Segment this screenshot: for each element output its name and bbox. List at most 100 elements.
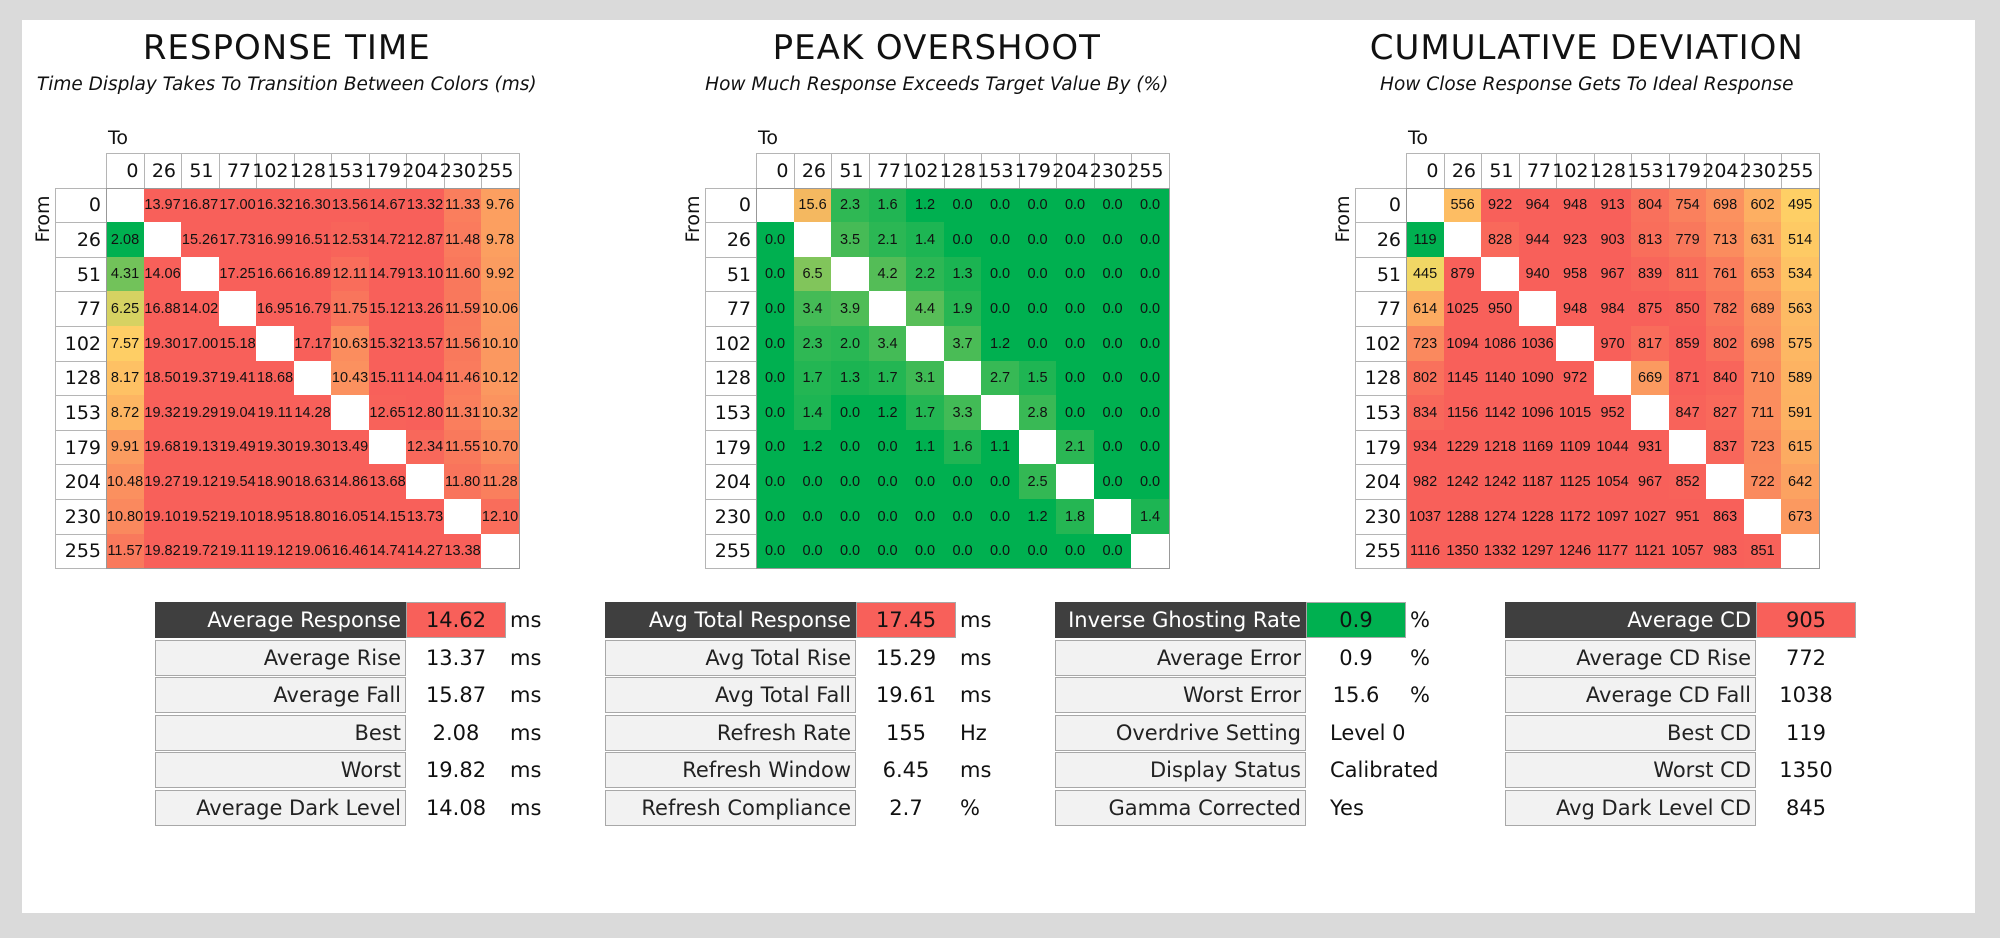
stats-label: Gamma Corrected bbox=[1055, 789, 1306, 826]
stats-unit bbox=[1856, 677, 1920, 713]
row-header: 128 bbox=[55, 360, 107, 397]
stats-row: Inverse Ghosting Rate 0.9% bbox=[1055, 602, 1470, 638]
heatmap-cell: 3.3 bbox=[943, 395, 982, 431]
stats-unit: ms bbox=[960, 758, 992, 782]
heatmap-cell bbox=[368, 429, 407, 465]
heatmap-cell: 698 bbox=[1706, 187, 1745, 223]
row-header: 128 bbox=[1355, 360, 1407, 397]
row-header: 77 bbox=[705, 291, 757, 327]
heatmap-cell: 19.04 bbox=[218, 395, 257, 431]
column-header: 51 bbox=[1481, 153, 1520, 189]
stats-value: 905 bbox=[1756, 602, 1856, 638]
heatmap-cell: 834 bbox=[1406, 395, 1445, 431]
heatmap-cell: 3.4 bbox=[793, 291, 832, 327]
heatmap-cell: 1242 bbox=[1443, 464, 1482, 500]
stats-row: Overdrive Setting Level 0 bbox=[1055, 714, 1520, 751]
heatmap-cell: 18.50 bbox=[143, 360, 182, 396]
column-header: 0 bbox=[1406, 153, 1445, 189]
heatmap-cell: 951 bbox=[1668, 499, 1707, 535]
column-header: 102 bbox=[902, 153, 945, 189]
heatmap-cell bbox=[943, 360, 982, 396]
heatmap-cell: 2.08 bbox=[106, 222, 145, 258]
heatmap-cell: 1.3 bbox=[943, 256, 982, 292]
heatmap-cell: 13.56 bbox=[331, 187, 370, 223]
heatmap-cell bbox=[481, 533, 520, 569]
heatmap-cell: 16.51 bbox=[293, 222, 332, 258]
heatmap-cell: 0.0 bbox=[793, 464, 832, 500]
heatmap-cell: 1.1 bbox=[906, 429, 945, 465]
stats-row: Avg Total Fall 19.61 ms bbox=[605, 677, 1020, 713]
heatmap-cell: 0.0 bbox=[1093, 464, 1132, 500]
heatmap-cell: 0.0 bbox=[868, 533, 907, 569]
heatmap-cell bbox=[256, 326, 295, 362]
heatmap-cell: 1096 bbox=[1518, 395, 1557, 431]
heatmap-cell: 18.68 bbox=[256, 360, 295, 396]
heatmap-cell: 18.90 bbox=[256, 464, 295, 500]
heatmap-matrix: 0 26 51 77 102 128 153 179 204 230 255 0 15.6 2.3 1.6 1… bbox=[705, 153, 1170, 570]
heatmap-cell: 1.4 bbox=[1131, 499, 1170, 535]
heatmap-cell bbox=[443, 499, 482, 535]
heatmap-cell: 0.0 bbox=[831, 533, 870, 569]
heatmap-cell bbox=[831, 256, 870, 292]
heatmap-cell: 13.73 bbox=[406, 499, 445, 535]
heatmap-cell: 0.0 bbox=[1056, 360, 1095, 396]
column-header: 179 bbox=[1015, 153, 1057, 189]
stats-row: Average Error 0.9% bbox=[1055, 639, 1470, 676]
heatmap-cell: 1.3 bbox=[831, 360, 870, 396]
heatmap-cell: 944 bbox=[1518, 222, 1557, 258]
stats-value: 14.08 bbox=[425, 795, 487, 820]
heatmap-cell: 1015 bbox=[1556, 395, 1595, 431]
stats-label: Average Dark Level bbox=[155, 789, 406, 826]
heatmap-cell bbox=[756, 187, 795, 223]
heatmap-cell bbox=[1631, 395, 1670, 431]
heatmap-cell: 1044 bbox=[1593, 429, 1632, 465]
stats-label: Refresh Rate bbox=[605, 714, 856, 751]
heatmap-cell: 19.30 bbox=[293, 429, 332, 465]
stats-unit: ms bbox=[960, 645, 992, 670]
heatmap-cell: 1.4 bbox=[906, 222, 945, 258]
heatmap-cell: 0.0 bbox=[1018, 222, 1057, 258]
heatmap-cell: 15.6 bbox=[793, 187, 832, 223]
heatmap-cell: 972 bbox=[1556, 360, 1595, 396]
heatmap-cell: 948 bbox=[1556, 187, 1595, 223]
heatmap-cell: 1.5 bbox=[1018, 360, 1057, 396]
heatmap-cell: 16.95 bbox=[256, 291, 295, 327]
heatmap-cell: 16.30 bbox=[293, 187, 332, 223]
stats-row: Worst CD 1350 bbox=[1505, 752, 1920, 788]
heatmap-cell: 967 bbox=[1593, 256, 1632, 292]
heatmap-cell bbox=[218, 291, 257, 327]
heatmap-cell: 852 bbox=[1668, 464, 1707, 500]
row-header: 102 bbox=[55, 326, 107, 362]
stats-unit: % bbox=[1410, 608, 1430, 632]
heatmap-cell: 0.0 bbox=[1093, 256, 1132, 292]
heatmap-cell: 0.0 bbox=[1131, 395, 1170, 431]
heatmap-cell: 19.30 bbox=[256, 429, 295, 465]
column-header: 77 bbox=[218, 153, 257, 189]
heatmap-cell: 2.5 bbox=[1018, 464, 1057, 500]
heatmap-cell: 934 bbox=[1406, 429, 1445, 465]
heatmap-cell: 19.29 bbox=[181, 395, 220, 431]
heatmap-cell: 17.00 bbox=[218, 187, 257, 223]
heatmap-cell: 0.0 bbox=[1018, 187, 1057, 223]
heatmap-cell: 18.63 bbox=[293, 464, 332, 500]
heatmap-cell: 0.0 bbox=[1093, 291, 1132, 327]
heatmap-cell: 811 bbox=[1668, 256, 1707, 292]
row-header: 26 bbox=[55, 222, 107, 258]
heatmap-cell: 11.55 bbox=[443, 429, 482, 465]
heatmap-cell: 722 bbox=[1743, 464, 1782, 500]
heatmap-cell: 1025 bbox=[1443, 291, 1482, 327]
heatmap-cell: 6.5 bbox=[793, 256, 832, 292]
stats-row: Average CD Fall 1038 bbox=[1505, 677, 1920, 713]
row-header: 255 bbox=[1355, 533, 1407, 570]
heatmap-cell: 0.0 bbox=[1056, 256, 1095, 292]
column-header: 255 bbox=[477, 153, 520, 189]
heatmap-cell bbox=[1018, 429, 1057, 465]
heatmap-cell: 12.80 bbox=[406, 395, 445, 431]
heatmap-cell: 0.0 bbox=[943, 187, 982, 223]
heatmap-cell bbox=[406, 464, 445, 500]
heatmap-cell: 964 bbox=[1518, 187, 1557, 223]
row-header: 179 bbox=[705, 429, 757, 466]
heatmap-cell: 18.80 bbox=[293, 499, 332, 535]
heatmap-cell: 817 bbox=[1631, 326, 1670, 362]
heatmap-cell: 14.67 bbox=[368, 187, 407, 223]
